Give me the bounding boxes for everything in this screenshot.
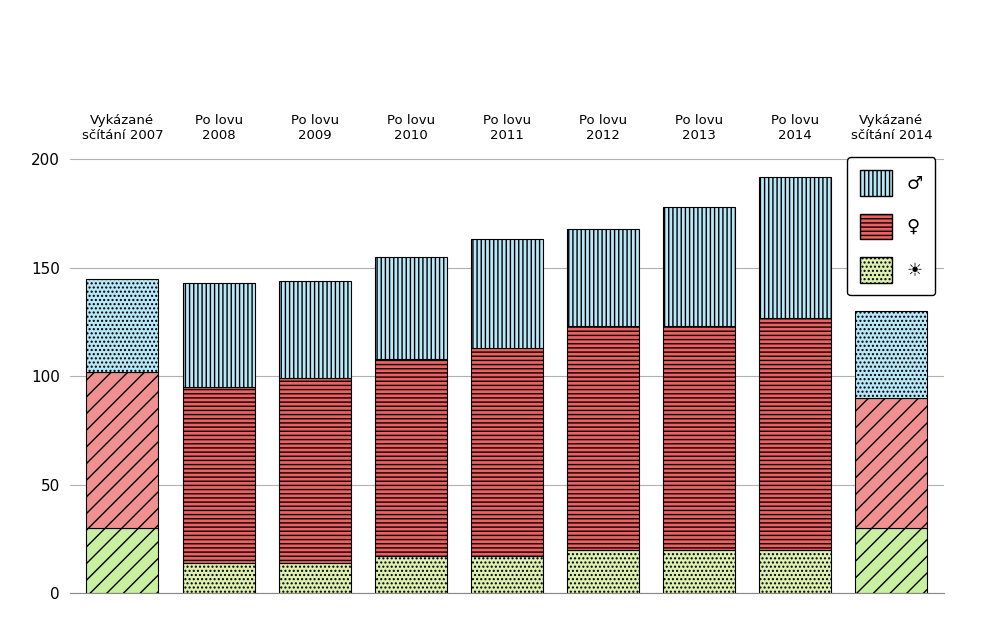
Text: Po lovu
2014: Po lovu 2014 [771, 114, 819, 142]
Text: Po lovu
2013: Po lovu 2013 [675, 114, 724, 142]
Bar [375, 556, 447, 593]
Bar [759, 550, 831, 593]
Bar [86, 372, 158, 528]
Bar [856, 528, 927, 593]
Bar [856, 398, 927, 528]
Text: Po lovu
2010: Po lovu 2010 [387, 114, 435, 142]
Bar [856, 311, 927, 398]
Bar [86, 528, 158, 593]
Bar [183, 283, 254, 387]
Text: Po lovu
2009: Po lovu 2009 [290, 114, 339, 142]
Bar [183, 387, 254, 563]
Bar [567, 550, 639, 593]
Text: Po lovu
2011: Po lovu 2011 [483, 114, 531, 142]
Bar [375, 359, 447, 556]
Text: Po lovu
2012: Po lovu 2012 [579, 114, 627, 142]
Bar [567, 326, 639, 550]
Text: Vykázané
sčítání 2007: Vykázané sčítání 2007 [82, 114, 163, 142]
Bar [663, 550, 736, 593]
Bar [759, 318, 831, 550]
Bar [471, 348, 543, 556]
Bar [663, 207, 736, 326]
Bar [663, 326, 736, 550]
Bar [278, 281, 351, 378]
Bar [278, 378, 351, 563]
Bar [278, 563, 351, 593]
Bar [183, 563, 254, 593]
Text: Po lovu
2008: Po lovu 2008 [195, 114, 243, 142]
Bar [375, 257, 447, 359]
Bar [759, 177, 831, 318]
Legend: ♂, ♀, ☀: ♂, ♀, ☀ [847, 158, 935, 295]
Bar [471, 556, 543, 593]
Bar [567, 229, 639, 326]
Bar [471, 240, 543, 348]
Bar [86, 279, 158, 372]
Text: Vykázané
sčítání 2014: Vykázané sčítání 2014 [851, 114, 932, 142]
